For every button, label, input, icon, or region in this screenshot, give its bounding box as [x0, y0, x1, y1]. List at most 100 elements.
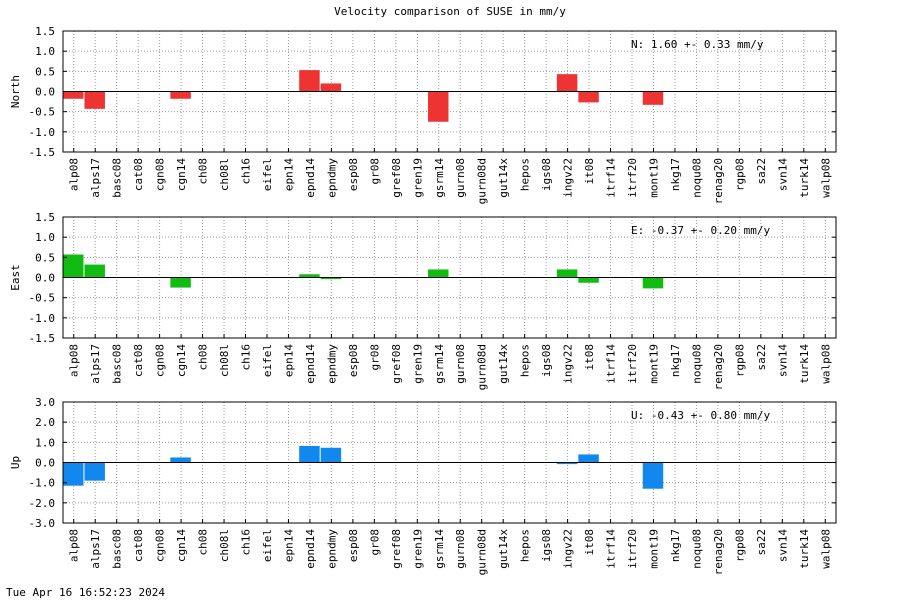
panel-north-xtick-label: ch08l: [218, 158, 231, 191]
panel-north-ytick-label: 0.0: [35, 86, 55, 99]
panel-east-xtick-label: itrf14: [605, 344, 618, 384]
panel-east-ylabel: East: [9, 264, 22, 291]
panel-up-xtick-label: ch08: [197, 529, 210, 556]
panel-up-xtick-label: gurn08: [454, 529, 467, 569]
panel-north-xtick-label: epn14: [282, 158, 295, 191]
panel-east-bar-gsrm14: [428, 269, 449, 278]
panel-east-bar-epnd14: [299, 274, 320, 278]
panel-east-xtick-label: gref08: [390, 344, 403, 384]
panel-north-xtick-label: renag20: [712, 158, 725, 204]
panel-up-xtick-label: turk14: [798, 529, 811, 569]
panel-up-xtick-label: alps17: [89, 529, 102, 569]
panel-north-xtick-label: turk14: [798, 158, 811, 198]
panel-up-ytick-label: -3.0: [29, 517, 56, 530]
panel-east-xtick-label: ch08l: [218, 344, 231, 377]
panel-east-xtick-label: gr08: [368, 344, 381, 371]
panel-east-xtick-label: gut14x: [497, 344, 510, 384]
panel-north-bar-cgn14: [170, 91, 191, 99]
panel-north-xtick-label: gref08: [390, 158, 403, 198]
panel-east-xtick-label: epn14: [282, 344, 295, 377]
panel-up-ytick-label: 0.0: [35, 457, 55, 470]
panel-north-annotation: N: 1.60 +- 0.33 mm/y: [631, 38, 764, 51]
panel-east-xtick-label: alps17: [89, 344, 102, 384]
panel-north-xtick-label: sa22: [755, 158, 768, 185]
panel-up-xtick-label: alp08: [68, 529, 81, 562]
panel-up-xtick-label: epnd14: [304, 529, 317, 569]
panel-north-xtick-label: cgn08: [154, 158, 167, 191]
panel-east-xtick-label: alp08: [68, 344, 81, 377]
panel-north-xtick-label: ch16: [240, 158, 253, 185]
panel-north-xtick-label: cgn14: [175, 158, 188, 191]
panel-north-bar-alp08: [63, 91, 84, 99]
panel-up-xtick-label: epn14: [282, 529, 295, 562]
panel-north-bar-alps17: [84, 91, 105, 109]
panel-up-xtick-label: eifel: [261, 529, 274, 562]
panel-up-xtick-label: gurn08d: [476, 529, 489, 575]
panel-east-ytick-label: -1.5: [29, 332, 56, 345]
panel-up-xtick-label: cat08: [132, 529, 145, 562]
panel-up-xtick-label: ingv22: [562, 529, 575, 569]
panel-east-xtick-label: walp08: [819, 344, 832, 384]
panel-north-ytick-label: -1.0: [29, 126, 56, 139]
panel-north-xtick-label: alp08: [68, 158, 81, 191]
panel-up-xtick-label: noqu08: [690, 529, 703, 569]
panel-north-bar-ingv22: [556, 74, 578, 92]
panel-north-xtick-label: epndmy: [325, 158, 338, 198]
panel-up-bar-alp08: [63, 462, 84, 486]
panel-east-xtick-label: itrf20: [626, 344, 639, 384]
panel-north-xtick-label: eifel: [261, 158, 274, 191]
panel-north-bar-epnd14: [299, 70, 320, 92]
panel-north-xtick-label: ch08: [197, 158, 210, 185]
panel-east-xtick-label: svn14: [776, 344, 789, 377]
panel-east-bar-alp08: [63, 254, 84, 278]
panel-up-xtick-label: gut14x: [497, 529, 510, 569]
panel-up-ytick-label: 1.0: [35, 436, 55, 449]
panel-east-xtick-label: rgp08: [733, 344, 746, 377]
panel-east-ytick-label: 1.5: [35, 211, 55, 224]
panel-north-xtick-label: rgp08: [733, 158, 746, 191]
panel-up-xtick-label: walp08: [819, 529, 832, 569]
panel-up-bar-epndmy: [320, 447, 342, 463]
panel-up-xtick-label: sa22: [755, 529, 768, 556]
panel-north-ytick-label: -0.5: [29, 106, 56, 119]
panel-east-xtick-label: ch16: [240, 344, 253, 371]
panel-east-bar-mont19: [642, 277, 664, 289]
panel-up-xtick-label: basc08: [111, 529, 124, 569]
panel-up-xtick-label: epndmy: [325, 529, 338, 569]
panel-east-xtick-label: gurn08d: [476, 344, 489, 390]
panel-east-xtick-label: ingv22: [562, 344, 575, 384]
panel-north-xtick-label: gut14x: [497, 158, 510, 198]
panel-up-xtick-label: itrf20: [626, 529, 639, 569]
panel-east-xtick-label: cgn14: [175, 344, 188, 377]
panel-up-xtick-label: hepos: [519, 529, 532, 562]
panel-north-xtick-label: itrf20: [626, 158, 639, 198]
panel-up-xtick-label: ch16: [240, 529, 253, 556]
panel-east-xtick-label: cat08: [132, 344, 145, 377]
panel-up-ytick-label: -1.0: [29, 477, 56, 490]
panel-up-bar-cgn14: [170, 457, 191, 463]
panel-east-xtick-label: epndmy: [325, 344, 338, 384]
panel-up-xtick-label: igs08: [540, 529, 553, 562]
panel-east-xtick-label: igs08: [540, 344, 553, 377]
panel-up-bar-ingv22: [556, 462, 578, 465]
panel-east-bar-cgn14: [170, 277, 191, 288]
panel-north-ytick-label: 1.5: [35, 25, 55, 38]
panel-north-ytick-label: -1.5: [29, 146, 56, 159]
panel-up-ytick-label: 3.0: [35, 396, 55, 409]
panel-north-xtick-label: esp08: [347, 158, 360, 191]
panel-up-xtick-label: gsrm14: [433, 529, 446, 569]
panel-north-ytick-label: 1.0: [35, 45, 55, 58]
panel-east-xtick-label: it08: [583, 344, 596, 371]
panel-east-xtick-label: renag20: [712, 344, 725, 390]
panel-east-xtick-label: basc08: [111, 344, 124, 384]
panel-east-xtick-label: mont19: [647, 344, 660, 384]
panel-north-bar-it08: [578, 91, 599, 103]
panel-north-xtick-label: epnd14: [304, 158, 317, 198]
panel-north-xtick-label: noqu08: [690, 158, 703, 198]
panel-east-xtick-label: sa22: [755, 344, 768, 371]
panel-up-ytick-label: 2.0: [35, 416, 55, 429]
panel-up-xtick-label: cgn08: [154, 529, 167, 562]
panel-north-xtick-label: gren19: [411, 158, 424, 198]
panel-north-xtick-label: nkg17: [669, 158, 682, 191]
